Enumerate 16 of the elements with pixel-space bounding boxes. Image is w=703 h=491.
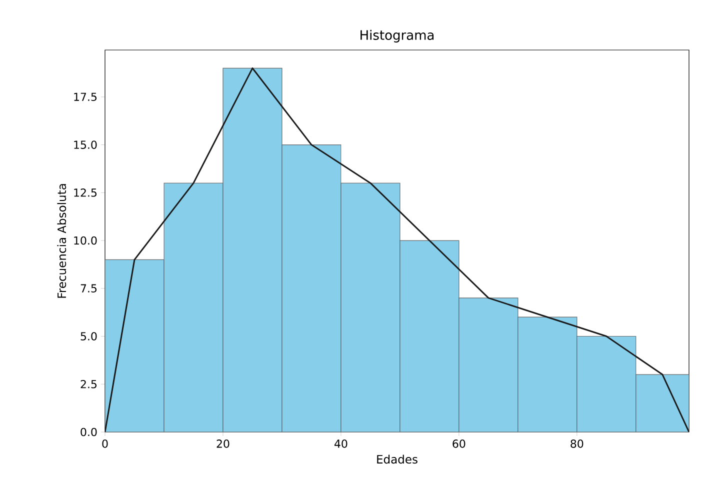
- x-tick-label: 60: [452, 440, 466, 448]
- x-tick-label: 80: [570, 440, 584, 448]
- y-tick-label: 17.5: [74, 92, 97, 101]
- y-axis-title: Frecuencia Absoluta: [57, 184, 66, 298]
- x-tick-label: 20: [216, 440, 230, 448]
- y-tick-label: 2.5: [80, 380, 97, 388]
- y-tick-label: 12.5: [74, 188, 97, 197]
- chart-title: Histograma: [360, 30, 434, 42]
- x-tick-label: 0: [102, 440, 108, 448]
- y-tick-label: 0.0: [80, 428, 97, 436]
- y-tick-label: 5.0: [80, 332, 97, 340]
- y-tick-label: 10.0: [74, 236, 97, 245]
- y-tick-label: 15.0: [74, 140, 97, 149]
- x-tick-label: 40: [334, 440, 348, 448]
- y-tick-label: 7.5: [80, 284, 97, 292]
- x-axis-title: Edades: [377, 454, 418, 464]
